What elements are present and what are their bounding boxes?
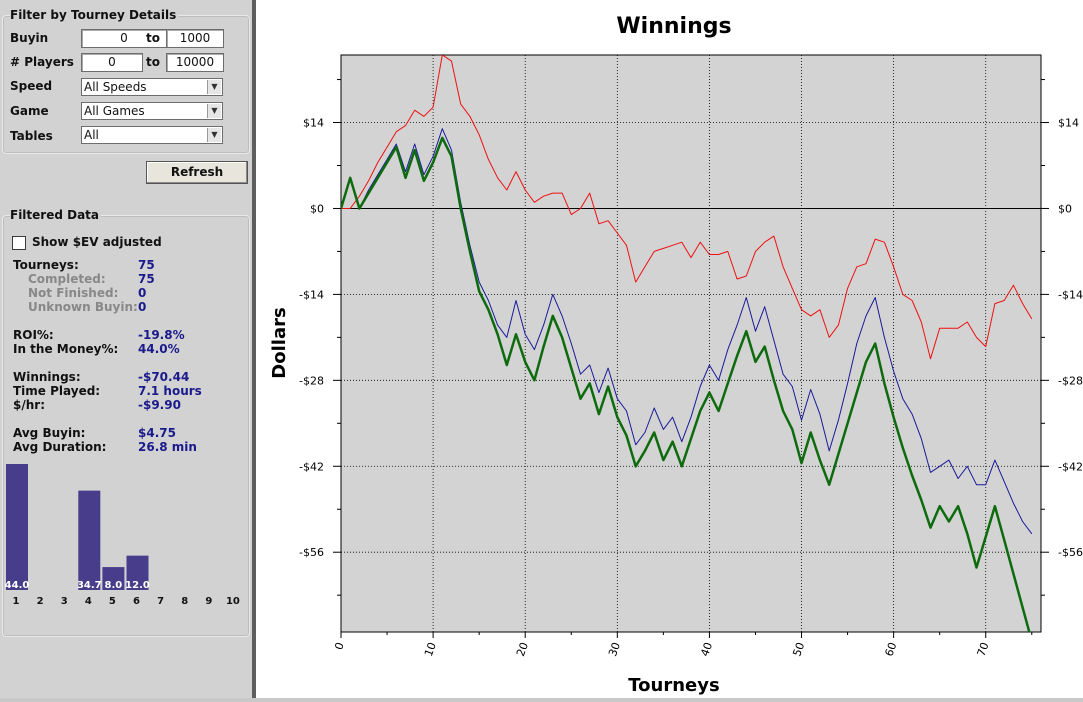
y-tick-label-right: -$56 [1058, 546, 1083, 559]
x-tick-label: 10 [422, 641, 439, 659]
stat-label: Avg Buyin: [13, 426, 86, 440]
histogram-category-label: 3 [61, 596, 68, 607]
histogram-bar [78, 490, 101, 590]
show-ev-checkbox[interactable] [12, 236, 26, 250]
players-label: # Players [10, 55, 74, 69]
y-tick-label-left: -$28 [299, 374, 324, 387]
stat-label: Time Played: [13, 384, 101, 398]
plot-area [340, 54, 1042, 633]
x-tick-label: 40 [698, 641, 715, 659]
y-tick-label-left: $14 [303, 117, 324, 130]
stat-value: 26.8 min [138, 440, 197, 454]
buyin-max-input[interactable]: 1000 [166, 29, 224, 48]
stat-value: 0 [138, 300, 147, 314]
stat-label: $/hr: [13, 398, 45, 412]
y-tick-label-right: $14 [1058, 117, 1079, 130]
histogram-category-label: 5 [109, 596, 116, 607]
splitter-handle[interactable] [252, 0, 256, 698]
histogram-bar-value: 44.0 [5, 580, 30, 591]
winnings-chart: 0 10 20 30 40 50 60 70 $14 $14 $0 $0 -$14 -$14 -$28 -$2… [269, 14, 1083, 696]
histogram-category-label: 9 [205, 596, 212, 607]
stat-label: Winnings: [13, 370, 81, 384]
tables-select[interactable]: All ▼ [81, 126, 223, 144]
sidebar: Filter by Tourney Details Buyin 0 to 100… [0, 0, 254, 698]
series-line-red [341, 55, 1033, 360]
histogram-category-label: 7 [157, 596, 164, 607]
stat-value: 7.1 hours [138, 384, 202, 398]
y-tick-label-right: -$28 [1058, 374, 1083, 387]
buyin-to-label: to [146, 31, 160, 45]
y-tick-label-left: -$56 [299, 546, 324, 559]
histogram-category-label: 4 [85, 596, 92, 607]
stat-label: Completed: [28, 272, 106, 286]
stat-label: Tourneys: [13, 258, 79, 272]
players-min-input[interactable]: 0 [81, 53, 143, 72]
histogram-bar-value: 34.7 [77, 580, 102, 591]
histogram-category-label: 10 [226, 596, 240, 607]
game-label: Game [10, 104, 49, 118]
stat-value: 75 [138, 272, 155, 286]
stat-value: -19.8% [138, 328, 185, 342]
histogram-category-label: 6 [133, 596, 140, 607]
x-axis-label: Tourneys [628, 675, 719, 696]
stat-value: 75 [138, 258, 155, 272]
y-tick-label-right: -$14 [1058, 288, 1083, 301]
x-tick-label: 60 [882, 641, 899, 659]
x-tick-label: 0 [332, 641, 347, 652]
game-select-value: All Games [84, 104, 145, 118]
histogram-bar [102, 567, 125, 590]
chevron-down-icon[interactable]: ▼ [207, 128, 221, 142]
buyin-min-input[interactable]: 0 [81, 29, 167, 48]
tables-label: Tables [10, 129, 53, 143]
players-max-input[interactable]: 10000 [166, 53, 224, 72]
players-to-label: to [146, 55, 160, 69]
tables-select-value: All [84, 128, 99, 142]
y-axis-label: Dollars [269, 307, 290, 378]
stat-value: -$9.90 [138, 398, 181, 412]
speed-select-value: All Speeds [84, 80, 147, 94]
chart-panel: 0 10 20 30 40 50 60 70 $14 $14 $0 $0 -$14 -$14 -$28 -$2… [256, 0, 1083, 698]
stat-label: Avg Duration: [13, 440, 107, 454]
histogram-bar-value: 8.0 [105, 580, 123, 591]
chevron-down-icon[interactable]: ▼ [207, 80, 221, 94]
chevron-down-icon[interactable]: ▼ [207, 104, 221, 118]
refresh-button[interactable]: Refresh [146, 161, 248, 184]
chart-title: Winnings [616, 14, 731, 39]
histogram-bar-value: 12.0 [125, 580, 150, 591]
stat-value: 0 [138, 286, 147, 300]
speed-select[interactable]: All Speeds ▼ [81, 78, 223, 96]
stat-label: ROI%: [13, 328, 54, 342]
stat-value: 44.0% [138, 342, 180, 356]
x-tick-label: 20 [514, 641, 531, 659]
x-tick-label: 50 [790, 641, 807, 659]
filtered-data-title: Filtered Data [10, 208, 102, 222]
stat-label: Unknown Buyin: [28, 300, 138, 314]
stat-value: -$70.44 [138, 370, 190, 384]
histogram-bar [6, 464, 28, 590]
histogram-category-label: 2 [37, 596, 44, 607]
stat-label: In the Money%: [13, 342, 119, 356]
y-tick-label-left: -$14 [299, 288, 324, 301]
finish-position-histogram: 44.0 1 2 3 34.7 4 8.0 5 12.0 6 7 8 9 10 [5, 464, 240, 607]
histogram-category-label: 8 [181, 596, 188, 607]
y-tick-label-left: -$42 [299, 460, 324, 473]
buyin-label: Buyin [10, 31, 49, 45]
game-select[interactable]: All Games ▼ [81, 102, 223, 120]
stat-value: $4.75 [138, 426, 176, 440]
speed-label: Speed [10, 79, 53, 93]
histogram-bar [126, 555, 149, 590]
stat-label: Not Finished: [28, 286, 119, 300]
x-tick-label: 70 [975, 641, 992, 659]
filtered-data-group [2, 215, 250, 637]
show-ev-label: Show $EV adjusted [32, 235, 162, 249]
y-tick-label-right: $0 [1058, 202, 1072, 215]
y-tick-label-left: $0 [310, 202, 324, 215]
histogram-category-label: 1 [13, 596, 20, 607]
filter-group-title: Filter by Tourney Details [10, 8, 179, 22]
y-tick-label-right: -$42 [1058, 460, 1083, 473]
x-tick-label: 30 [606, 641, 623, 659]
series-line-green [341, 136, 1031, 632]
